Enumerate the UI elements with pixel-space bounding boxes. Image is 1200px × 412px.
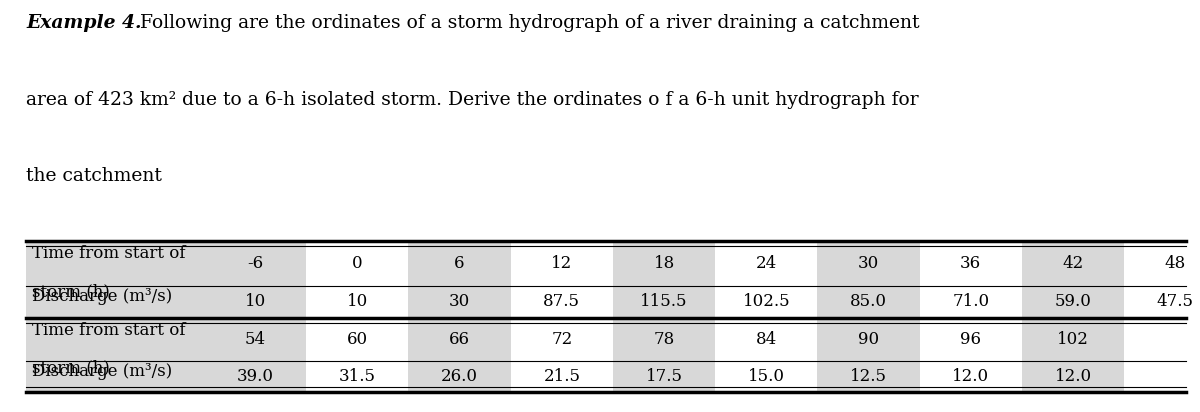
Text: 12.5: 12.5 <box>850 368 887 385</box>
Text: Discharge (m³/s): Discharge (m³/s) <box>32 363 173 380</box>
Text: 0: 0 <box>352 255 362 272</box>
Text: Following are the ordinates of a storm hydrograph of a river draining a catchmen: Following are the ordinates of a storm h… <box>134 14 920 33</box>
Text: the catchment: the catchment <box>26 167 162 185</box>
Text: 90: 90 <box>858 331 880 348</box>
Text: 115.5: 115.5 <box>641 293 688 310</box>
Text: 30: 30 <box>858 255 880 272</box>
Text: 24: 24 <box>756 255 776 272</box>
Bar <box>613 241 715 392</box>
Text: 102: 102 <box>1057 331 1088 348</box>
Text: 18: 18 <box>654 255 674 272</box>
Text: 47.5: 47.5 <box>1157 293 1194 310</box>
Text: storm (h): storm (h) <box>32 283 110 301</box>
Text: 17.5: 17.5 <box>646 368 683 385</box>
Text: area of 423 km² due to a 6-h isolated storm. Derive the ordinates o f a 6-h unit: area of 423 km² due to a 6-h isolated st… <box>26 91 919 109</box>
Bar <box>204 241 306 392</box>
Bar <box>408 241 511 392</box>
Text: 39.0: 39.0 <box>236 368 274 385</box>
Text: 26.0: 26.0 <box>442 368 478 385</box>
Text: 42: 42 <box>1062 255 1084 272</box>
Text: 31.5: 31.5 <box>338 368 376 385</box>
Text: 66: 66 <box>449 331 470 348</box>
Text: 96: 96 <box>960 331 982 348</box>
Text: 54: 54 <box>245 331 265 348</box>
Text: -6: -6 <box>247 255 263 272</box>
Text: 78: 78 <box>654 331 674 348</box>
Text: storm (h): storm (h) <box>32 359 110 376</box>
Text: 12.0: 12.0 <box>953 368 989 385</box>
Bar <box>26 241 204 392</box>
Text: Time from start of: Time from start of <box>32 322 186 339</box>
Text: 6: 6 <box>455 255 464 272</box>
Bar <box>817 241 919 392</box>
Text: 48: 48 <box>1165 255 1186 272</box>
Text: Discharge (m³/s): Discharge (m³/s) <box>32 288 173 305</box>
Text: 12.0: 12.0 <box>1055 368 1092 385</box>
Text: 102.5: 102.5 <box>743 293 790 310</box>
Text: 21.5: 21.5 <box>544 368 581 385</box>
Text: 85.0: 85.0 <box>850 293 887 310</box>
Bar <box>1022 241 1124 392</box>
Text: 10: 10 <box>245 293 265 310</box>
Text: 10: 10 <box>347 293 368 310</box>
Text: 60: 60 <box>347 331 368 348</box>
Text: 12: 12 <box>551 255 572 272</box>
Text: Time from start of: Time from start of <box>32 245 186 262</box>
Text: 30: 30 <box>449 293 470 310</box>
Text: 59.0: 59.0 <box>1055 293 1092 310</box>
Text: 36: 36 <box>960 255 982 272</box>
Text: 87.5: 87.5 <box>544 293 581 310</box>
Text: 72: 72 <box>551 331 572 348</box>
Text: 71.0: 71.0 <box>953 293 989 310</box>
Text: 15.0: 15.0 <box>748 368 785 385</box>
Text: Example 4.: Example 4. <box>26 14 142 33</box>
Text: 84: 84 <box>756 331 776 348</box>
